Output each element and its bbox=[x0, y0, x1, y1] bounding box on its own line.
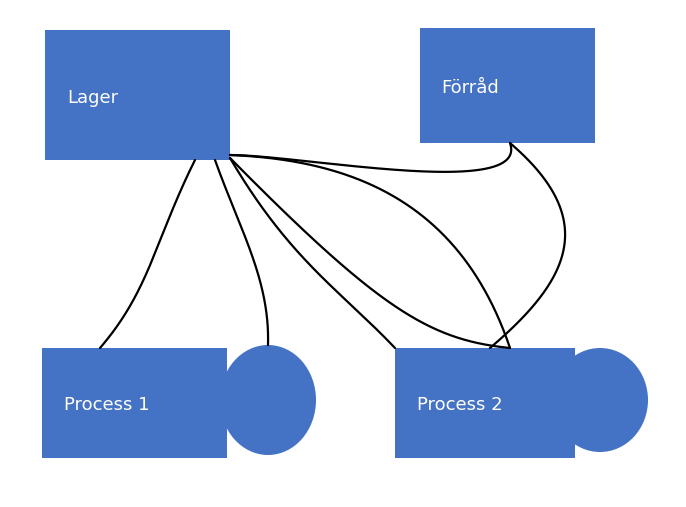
Text: Förråd: Förråd bbox=[441, 79, 499, 97]
Text: Process 1: Process 1 bbox=[64, 396, 150, 414]
Bar bbox=[420, 28, 595, 143]
Bar bbox=[395, 348, 575, 458]
Text: Process 2: Process 2 bbox=[416, 396, 502, 414]
Text: Lager: Lager bbox=[67, 89, 118, 106]
Ellipse shape bbox=[220, 345, 316, 455]
Ellipse shape bbox=[552, 348, 648, 452]
Bar bbox=[45, 30, 230, 160]
Bar bbox=[42, 348, 227, 458]
